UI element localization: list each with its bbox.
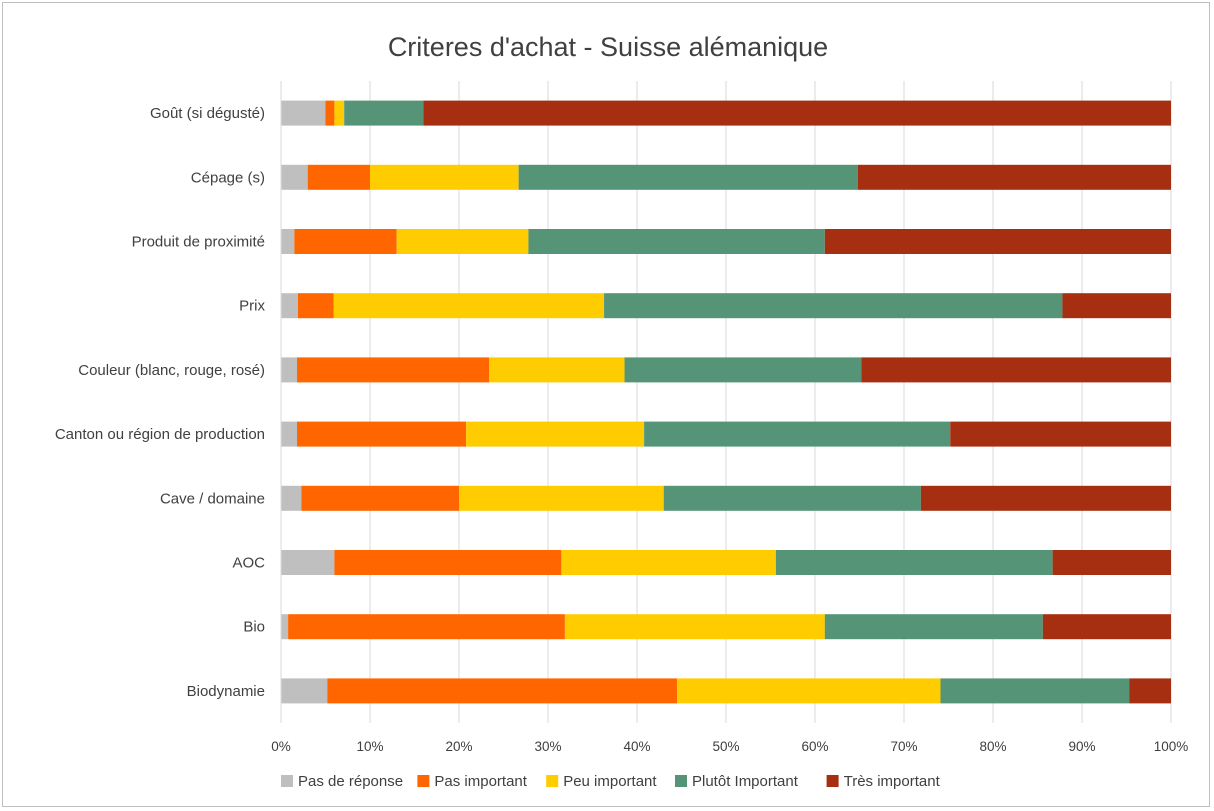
- legend-label: Pas important: [434, 773, 527, 790]
- bar-plut-t-important-7: [775, 550, 1053, 575]
- bar-tr-s-important-8: [1042, 614, 1171, 640]
- x-tick-label: 70%: [890, 739, 917, 754]
- bar-pas-de-r-ponse-0: [281, 100, 326, 126]
- chart-title: Criteres d'achat - Suisse alémanique: [388, 32, 828, 62]
- bar-peu-important-7: [561, 550, 776, 575]
- bar-tr-s-important-4: [861, 357, 1171, 383]
- legend-swatch: [826, 775, 839, 787]
- bar-tr-s-important-2: [824, 229, 1171, 254]
- bar-peu-important-6: [459, 485, 664, 511]
- bar-pas-de-r-ponse-6: [281, 485, 302, 511]
- bar-plut-t-important-6: [663, 485, 921, 511]
- legend-label: Pas de réponse: [298, 773, 403, 790]
- bar-peu-important-0: [334, 100, 345, 126]
- legend-swatch: [546, 775, 559, 787]
- bar-pas-important-2: [294, 229, 397, 254]
- category-label: Prix: [239, 298, 265, 315]
- bar-pas-important-0: [325, 100, 335, 126]
- legend-swatch: [281, 775, 293, 787]
- bar-pas-de-r-ponse-1: [281, 164, 308, 190]
- bar-tr-s-important-6: [920, 485, 1171, 511]
- bar-peu-important-8: [564, 614, 825, 640]
- bar-plut-t-important-9: [940, 678, 1130, 704]
- category-label: Produit de proximité: [132, 234, 265, 251]
- legend-item: Pas de réponse: [281, 773, 403, 790]
- x-tick-label: 80%: [979, 739, 1006, 754]
- x-tick-label: 10%: [356, 739, 383, 754]
- x-tick-label: 30%: [534, 739, 561, 754]
- bar-plut-t-important-8: [824, 614, 1043, 640]
- bar-pas-de-r-ponse-2: [281, 229, 295, 254]
- legend-label: Très important: [844, 773, 941, 790]
- bar-pas-important-5: [297, 421, 467, 447]
- legend-item: Très important: [826, 773, 941, 790]
- category-label: Canton ou région de production: [55, 426, 265, 443]
- chart-svg: Criteres d'achat - Suisse alémanique 0% 1…: [55, 32, 1188, 790]
- bar-pas-important-6: [301, 485, 459, 511]
- legend-item: Peu important: [546, 773, 657, 790]
- bar-peu-important-5: [466, 421, 645, 447]
- bar-plut-t-important-2: [528, 229, 825, 254]
- category-label: Biodynamie: [187, 683, 265, 700]
- axes: 0% 10% 20% 30% 40% 50% 60% 70% 80% 90% 100% Goût (s…: [55, 81, 1188, 754]
- legend: Pas de réponse Pas important Peu important…: [281, 773, 941, 790]
- legend-swatch: [417, 775, 430, 787]
- category-label: Cépage (s): [191, 169, 265, 186]
- bar-pas-de-r-ponse-8: [281, 614, 289, 640]
- bar-pas-important-4: [297, 357, 490, 383]
- legend-item: Plutôt Important: [675, 773, 799, 790]
- category-label: AOC: [232, 555, 265, 572]
- category-label: Couleur (blanc, rouge, rosé): [78, 362, 265, 379]
- bar-plut-t-important-5: [644, 421, 951, 447]
- x-tick-label: 50%: [712, 739, 739, 754]
- bar-tr-s-important-9: [1129, 678, 1171, 704]
- bar-tr-s-important-0: [423, 100, 1171, 126]
- bar-peu-important-1: [370, 164, 519, 190]
- bar-pas-important-1: [307, 164, 370, 190]
- bar-peu-important-2: [396, 229, 529, 254]
- bar-tr-s-important-5: [950, 421, 1171, 447]
- legend-swatch: [675, 775, 687, 787]
- category-label: Goût (si dégusté): [150, 105, 265, 122]
- x-tick-label: 40%: [623, 739, 650, 754]
- category-label: Bio: [243, 619, 265, 636]
- x-tick-label: 0%: [271, 739, 291, 754]
- legend-item: Pas important: [417, 773, 528, 790]
- bar-tr-s-important-1: [857, 164, 1171, 190]
- legend-label: Peu important: [563, 773, 657, 790]
- bar-peu-important-3: [333, 293, 605, 319]
- bar-pas-important-9: [327, 678, 678, 704]
- bar-pas-de-r-ponse-3: [281, 293, 298, 319]
- bar-pas-important-7: [334, 550, 562, 575]
- category-label: Cave / domaine: [160, 490, 265, 507]
- bars: [281, 100, 1171, 704]
- bar-pas-important-3: [297, 293, 334, 319]
- bar-tr-s-important-3: [1062, 293, 1171, 319]
- bar-plut-t-important-1: [518, 164, 858, 190]
- bar-peu-important-4: [489, 357, 625, 383]
- bar-peu-important-9: [677, 678, 941, 704]
- x-tick-label: 90%: [1068, 739, 1095, 754]
- bar-plut-t-important-0: [344, 100, 424, 126]
- bar-pas-important-8: [288, 614, 565, 640]
- legend-label: Plutôt Important: [692, 773, 799, 790]
- bar-pas-de-r-ponse-5: [281, 421, 298, 447]
- bar-pas-de-r-ponse-7: [281, 550, 335, 575]
- bar-plut-t-important-4: [624, 357, 862, 383]
- bar-pas-de-r-ponse-4: [281, 357, 298, 383]
- bar-tr-s-important-7: [1052, 550, 1171, 575]
- bar-plut-t-important-3: [604, 293, 1063, 319]
- x-tick-label: 60%: [801, 739, 828, 754]
- bar-pas-de-r-ponse-9: [281, 678, 328, 704]
- x-tick-label: 100%: [1154, 739, 1189, 754]
- x-tick-label: 20%: [445, 739, 472, 754]
